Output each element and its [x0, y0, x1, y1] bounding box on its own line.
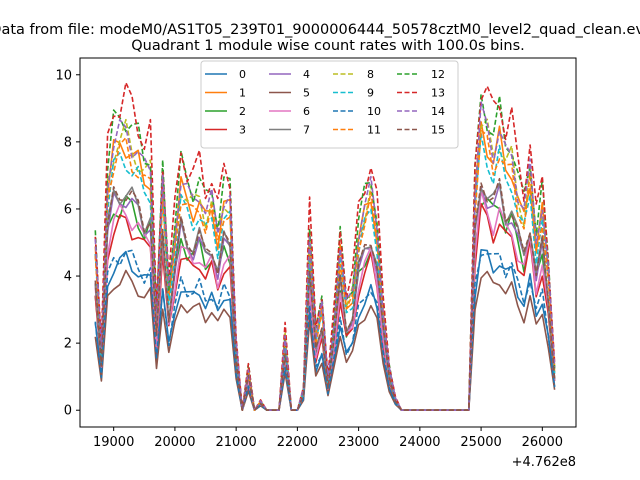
x-tick-label-0: 19000 [93, 435, 134, 450]
plot-frame [79, 57, 577, 428]
y-tick-label-4: 8 [64, 135, 72, 150]
legend-label-0: 0 [239, 68, 246, 81]
series-line-5 [94, 269, 556, 412]
x-tick-label-1: 20000 [154, 435, 195, 450]
legend-label-9: 9 [367, 87, 374, 100]
legend-label-12: 12 [431, 68, 445, 81]
legend-label-6: 6 [303, 105, 310, 118]
y-tick-label-0: 0 [64, 404, 72, 419]
figure-suptitle: Data from file: modeM0/AS1T05_239T01_900… [0, 22, 640, 38]
legend-label-10: 10 [367, 105, 381, 118]
y-tick-label-3: 6 [64, 202, 72, 217]
legend-label-1: 1 [239, 87, 246, 100]
x-offset-label: +4.762e8 [512, 455, 576, 470]
y-tick-label-5: 10 [55, 68, 72, 83]
legend-label-7: 7 [303, 124, 310, 137]
legend-label-8: 8 [367, 68, 374, 81]
legend-label-2: 2 [239, 105, 246, 118]
x-tick-label-3: 22000 [277, 435, 318, 450]
x-tick-label-2: 21000 [215, 435, 256, 450]
legend-label-4: 4 [303, 68, 310, 81]
legend-label-3: 3 [239, 124, 246, 137]
x-tick-label-4: 23000 [338, 435, 379, 450]
x-axis: 19000 20000 21000 22000 23000 24000 25000 26000 [93, 427, 563, 450]
legend-label-15: 15 [431, 124, 445, 137]
legend-label-5: 5 [303, 87, 310, 100]
series-line-13 [94, 81, 556, 412]
y-tick-label-1: 2 [64, 337, 72, 352]
x-tick-label-7: 26000 [522, 435, 563, 450]
y-tick-label-2: 4 [64, 270, 72, 285]
plot-lines [94, 81, 556, 412]
series-line-10 [94, 249, 556, 412]
legend-box [200, 60, 459, 149]
series-line-15 [94, 177, 556, 412]
legend-label-11: 11 [367, 124, 381, 137]
legend-label-13: 13 [431, 87, 445, 100]
series-line-14 [94, 101, 556, 412]
legend-label-14: 14 [431, 105, 445, 118]
y-axis: 0 2 4 6 8 10 [55, 68, 80, 419]
x-tick-label-5: 24000 [399, 435, 440, 450]
x-tick-label-6: 25000 [460, 435, 501, 450]
chart-title: Quadrant 1 module wise count rates with … [131, 38, 525, 54]
